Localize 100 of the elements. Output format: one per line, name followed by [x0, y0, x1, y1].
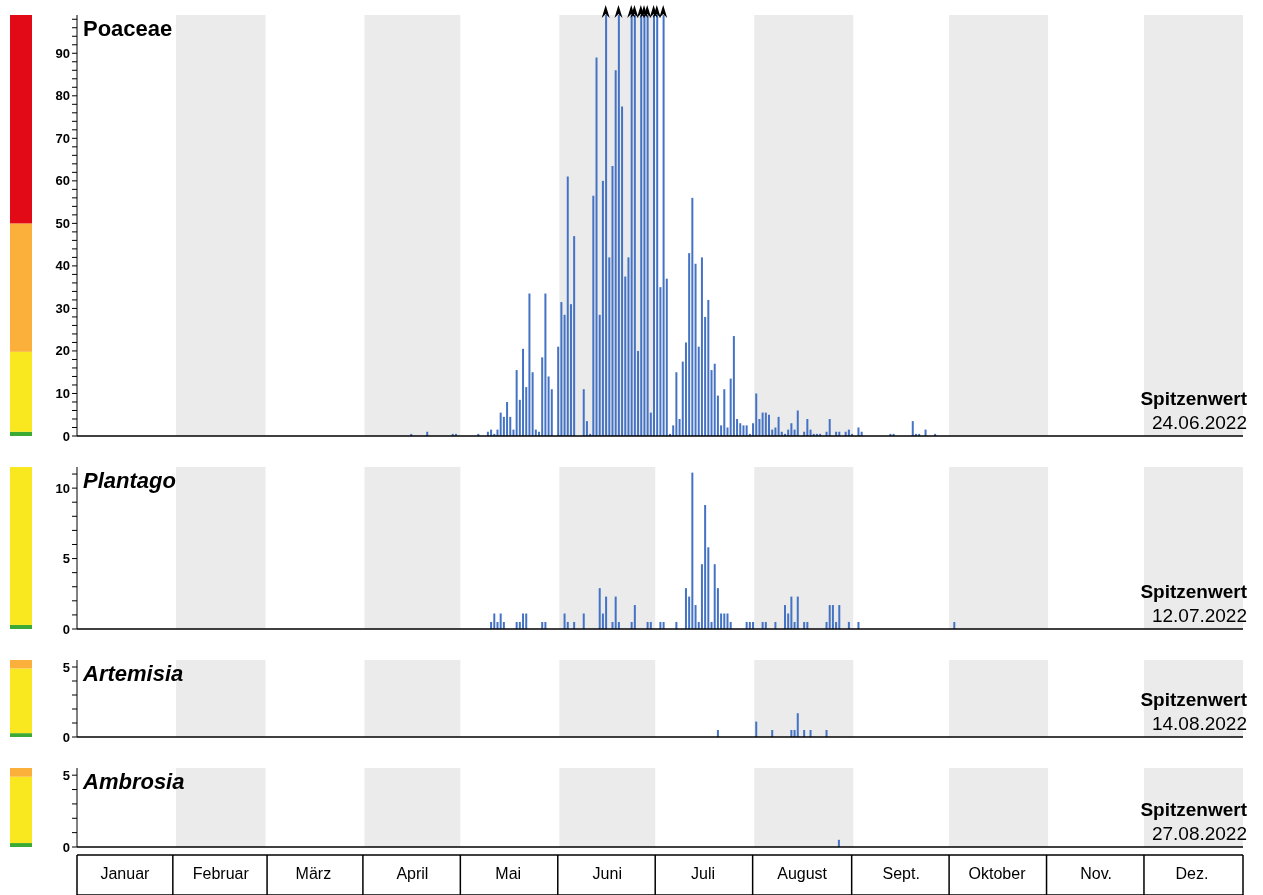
bar [723, 613, 726, 629]
x-tick-label: August [777, 865, 828, 882]
x-tick-label: Juni [592, 865, 622, 882]
bar [739, 423, 742, 436]
bar [726, 613, 729, 629]
bar [790, 423, 793, 436]
chart-title: Artemisia [83, 661, 184, 687]
bar [755, 393, 758, 436]
x-tick-label: Januar [100, 865, 151, 882]
y-tick-label: 20 [55, 343, 70, 359]
y-tick-label: 80 [55, 88, 70, 104]
bar [761, 412, 764, 436]
x-tick-label: April [396, 865, 429, 882]
bar [783, 605, 786, 629]
y-tick-label: 10 [55, 385, 70, 401]
bar [595, 57, 598, 436]
chart-title: Plantago [83, 468, 176, 494]
bar [499, 613, 502, 629]
bar [547, 376, 550, 436]
x-tick-label: Nov. [1080, 865, 1112, 882]
bar [544, 293, 547, 436]
y-tick-label: 0 [62, 621, 70, 637]
y-tick-label: 90 [55, 45, 70, 61]
bar [732, 336, 735, 436]
bar [713, 564, 716, 629]
bar [694, 605, 697, 629]
bar [633, 605, 636, 629]
y-tick-label: 60 [55, 173, 70, 189]
bar [755, 721, 758, 737]
y-tick-label: 50 [55, 215, 70, 231]
bar [563, 613, 566, 629]
x-tick-label: Dez. [1175, 865, 1209, 882]
bar [605, 596, 608, 629]
x-tick-label: Mai [495, 865, 522, 882]
bar [560, 302, 563, 436]
x-tick-label: Sept. [882, 865, 920, 882]
bar [831, 605, 834, 629]
bar [796, 713, 799, 737]
y-tick-label: 70 [55, 130, 70, 146]
x-tick-label: März [295, 865, 332, 882]
annotation: 27.08.2022 [1150, 822, 1247, 846]
bar [598, 588, 601, 629]
annotation: Spitzenwert [1140, 580, 1247, 604]
bar [675, 372, 678, 436]
bar [592, 195, 595, 436]
bar [857, 427, 860, 436]
bar [713, 363, 716, 436]
bar [764, 412, 767, 436]
y-tick-label: 5 [62, 551, 70, 567]
y-tick-label: 40 [55, 258, 70, 274]
annotation: 24.06.2022 [1150, 411, 1247, 435]
bar [700, 257, 703, 436]
bar [582, 613, 585, 629]
bar [777, 416, 780, 436]
x-tick-label: Juli [691, 865, 716, 882]
bar [684, 588, 687, 629]
bar [707, 299, 710, 436]
bar [745, 425, 748, 436]
bar [694, 263, 697, 436]
bar [796, 596, 799, 629]
bar [691, 197, 694, 436]
bar [614, 596, 617, 629]
bar [768, 414, 771, 436]
y-tick-label: 0 [62, 839, 70, 855]
bar [911, 421, 914, 436]
y-tick-label: 5 [62, 659, 70, 675]
bar [506, 401, 509, 436]
chart-title: Poaceae [83, 16, 173, 42]
bar [522, 348, 525, 436]
y-tick-label: 30 [55, 300, 70, 316]
bar [493, 613, 496, 629]
bar [790, 596, 793, 629]
bar [531, 372, 534, 436]
annotation: 12.07.2022 [1150, 604, 1247, 628]
bar [796, 410, 799, 436]
y-tick-label: 0 [62, 729, 70, 745]
bar [522, 613, 525, 629]
bar [704, 505, 707, 629]
chart-title: Ambrosia [83, 769, 185, 795]
y-tick-label: 0 [62, 428, 70, 444]
bar [723, 389, 726, 436]
annotation: 14.08.2022 [1150, 712, 1247, 736]
bar [525, 613, 528, 629]
bar [566, 176, 569, 436]
bar [582, 389, 585, 436]
x-tick-label: Oktober [968, 865, 1027, 882]
y-tick-label: 10 [55, 480, 70, 496]
bar [611, 165, 614, 436]
bar [499, 412, 502, 436]
bar [828, 418, 831, 436]
bar [691, 472, 694, 629]
bar [806, 418, 809, 436]
bar [515, 370, 518, 436]
annotation: Spitzenwert [1140, 387, 1247, 411]
annotation: Spitzenwert [1140, 688, 1247, 712]
bar [838, 605, 841, 629]
bar [573, 236, 576, 436]
bar [742, 425, 745, 436]
bar [528, 293, 531, 436]
bar [828, 605, 831, 629]
